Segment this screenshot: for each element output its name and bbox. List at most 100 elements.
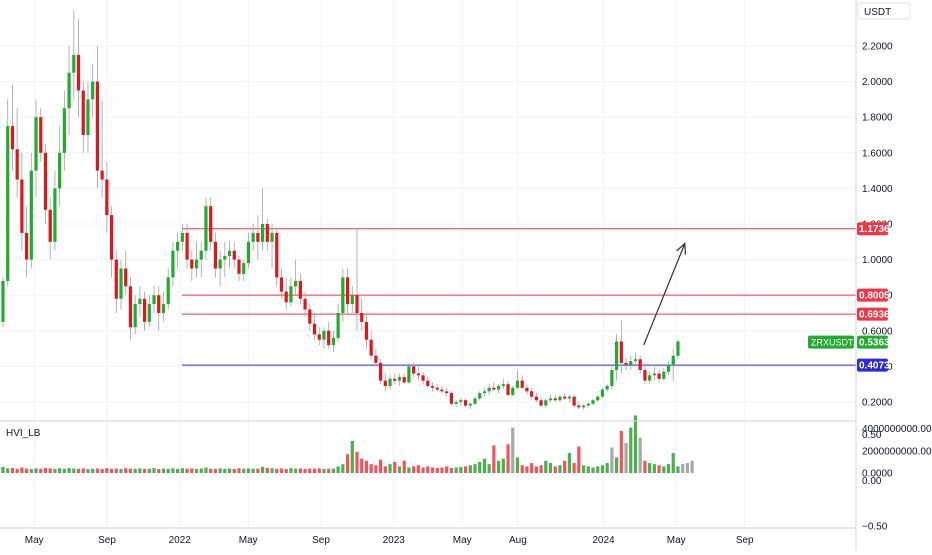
candle-body (525, 387, 529, 392)
candle-body (261, 224, 265, 242)
candle-body (662, 371, 666, 379)
volume-bar (666, 464, 671, 473)
candle-body (105, 179, 109, 216)
volume-bar (388, 464, 392, 473)
volume-bar (676, 466, 680, 473)
volume-bar (501, 458, 505, 473)
currency-selector[interactable] (857, 2, 911, 20)
candle-body (402, 377, 406, 383)
candle-body (29, 170, 33, 260)
volume-bar (638, 437, 642, 473)
volume-bar (615, 457, 619, 473)
candle-body (34, 117, 38, 171)
volume-bar (43, 467, 48, 473)
oscillator-axis[interactable]: 0.50 0.00 −0.50 (862, 430, 888, 532)
candle-body (161, 304, 166, 313)
volume-bar (619, 430, 623, 473)
volume-bar (190, 468, 194, 473)
volume-bar (544, 460, 548, 473)
volume-bar (393, 461, 397, 473)
volume-bar (369, 464, 373, 473)
volume-bar (548, 463, 553, 473)
volume-bar (473, 464, 477, 473)
volume-bar (341, 464, 345, 473)
volume-bar (218, 468, 222, 473)
volume-bar (289, 468, 293, 473)
volume-bar (303, 468, 307, 473)
volume-bar (563, 460, 567, 473)
volume-bar (161, 468, 166, 473)
candle-body (242, 263, 246, 274)
volume-bar (185, 468, 189, 473)
volume-bar (355, 451, 359, 473)
candle-body (360, 313, 364, 322)
projection-line (643, 243, 686, 346)
volume-bar (81, 468, 85, 473)
time-tick-label: Sep (312, 535, 330, 546)
volume-bar (572, 463, 576, 473)
volume-bar (350, 440, 354, 473)
candle-body (209, 206, 213, 242)
volume-bar (171, 468, 175, 473)
time-tick-label: 2023 (383, 535, 406, 546)
candle-body (591, 400, 595, 404)
oscillator-tick-label: 0.50 (862, 430, 882, 441)
projection-arrow[interactable] (643, 242, 687, 346)
volume-bar (605, 463, 609, 473)
volume-bar (34, 468, 38, 473)
volume-axis[interactable]: 4000000000.0000 2000000000.0000 0.0000 (862, 424, 932, 479)
volume-bar (53, 469, 57, 473)
volume-bar (586, 466, 590, 473)
candle-body (355, 295, 359, 313)
candle-body (39, 117, 43, 153)
volume-bar (629, 427, 633, 473)
level-badge-label: 1.1736 (859, 224, 890, 235)
volume-bar (317, 468, 321, 473)
volume-bar (279, 468, 284, 473)
volume-bar (652, 464, 656, 473)
candle-body (629, 361, 633, 365)
candle-body (478, 393, 482, 399)
price-tick-label: 1.8000 (862, 113, 893, 124)
volume-bar (294, 468, 298, 473)
indicator-label[interactable]: HVI_LB (6, 428, 41, 439)
candle-body (265, 224, 269, 242)
volume-bar (76, 468, 81, 473)
candle-body (128, 286, 133, 328)
candle-body (350, 295, 354, 305)
volume-bar (690, 460, 694, 473)
candle-body (213, 241, 217, 269)
volume-bar (558, 465, 562, 473)
volume-bar (662, 466, 666, 473)
level-badge (857, 222, 888, 236)
volume-bar (284, 469, 288, 473)
volume-bar (379, 459, 383, 473)
time-axis[interactable]: May Sep 2022 May Sep 2023 May Aug 2024 May Sep (25, 535, 754, 546)
volume-bar (534, 466, 538, 473)
candle-body (270, 232, 274, 242)
candle-body (227, 250, 232, 257)
price-tick-label: 0.6000 (862, 326, 893, 337)
time-tick-label: May (453, 535, 472, 546)
volume-bar (256, 468, 260, 473)
oscillator-tick-label: −0.50 (862, 522, 888, 533)
candle-body (648, 375, 652, 381)
candle-body (374, 355, 378, 363)
candle-body (1, 280, 5, 322)
candle-body (147, 304, 151, 322)
horizontal-levels[interactable] (182, 228, 856, 366)
candle-body (303, 298, 307, 310)
candle-body (530, 391, 534, 397)
candle-body (619, 341, 623, 363)
volume-bar (478, 461, 482, 473)
volume-bar (633, 415, 638, 473)
candle-body (459, 400, 463, 402)
candle-body (558, 396, 562, 401)
candle-body (482, 391, 487, 394)
candle-body (600, 389, 605, 397)
volume-bar (105, 468, 109, 473)
candle-body (76, 54, 81, 91)
volume-bar (100, 469, 104, 473)
volume-bar (681, 464, 685, 473)
